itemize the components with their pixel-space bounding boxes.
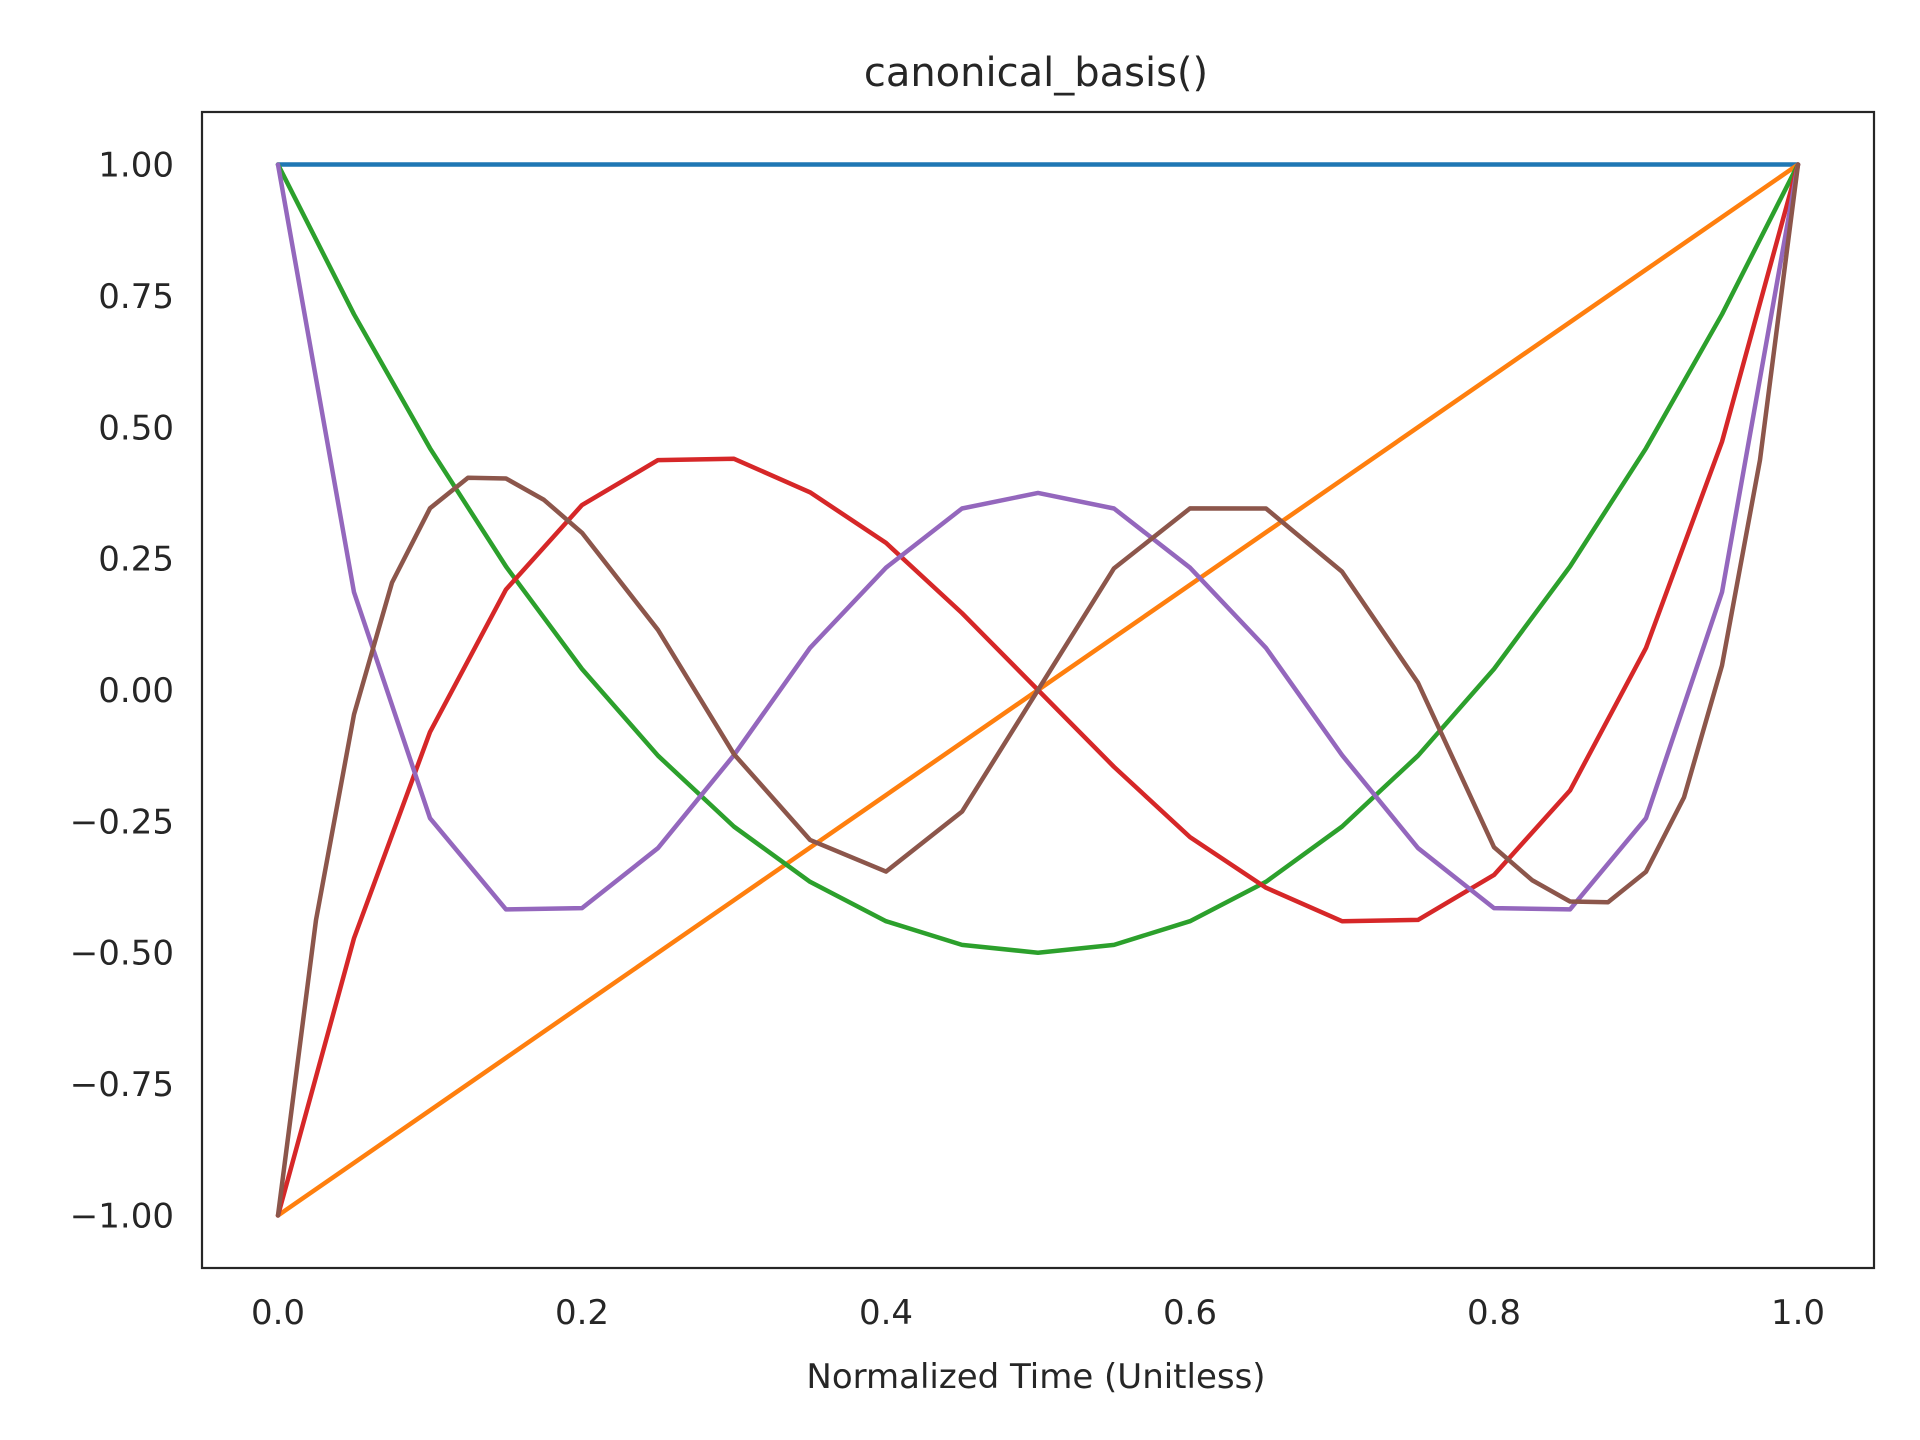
y-tick-label: −0.50 [70,934,174,974]
y-tick-label: −0.25 [70,802,174,842]
y-tick-label: −1.00 [70,1196,174,1236]
y-tick-labels: 1.00 0.75 0.50 0.25 0.00 −0.25 −0.50 −0.75 −1.00 [70,146,174,1237]
x-tick-label: 1.0 [1771,1293,1825,1333]
x-axis-label: Normalized Time (Unitless) [806,1357,1265,1397]
y-tick-label: 0.00 [98,671,174,711]
x-tick-labels: 0.0 0.2 0.4 0.6 0.8 1.0 [251,1293,1825,1333]
x-tick-label: 0.4 [859,1293,913,1333]
x-tick-label: 0.2 [555,1293,609,1333]
x-tick-label: 0.0 [251,1293,305,1333]
y-tick-label: 0.50 [98,408,174,448]
chart-title: canonical_basis() [864,50,1208,96]
series-line-3 [275,162,1801,955]
x-tick-label: 0.6 [1163,1293,1217,1333]
y-tick-label: −0.75 [70,1065,174,1105]
y-tick-label: 0.25 [98,540,174,580]
series-line-5 [275,162,1801,912]
series-line-6 [275,162,1801,1218]
y-tick-label: 1.00 [98,146,174,186]
series-layer [275,162,1801,1218]
y-tick-label: 0.75 [98,277,174,317]
x-tick-label: 0.8 [1467,1293,1521,1333]
plot-frame [200,110,1876,1270]
